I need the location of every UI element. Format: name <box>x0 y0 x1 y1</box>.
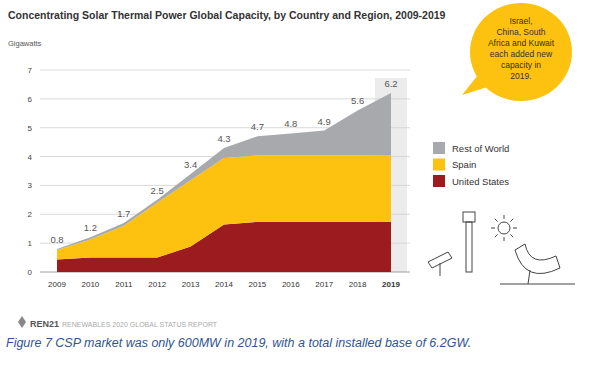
x-tick-label: 2015 <box>249 280 267 289</box>
chart-title: Concentrating Solar Thermal Power Global… <box>8 9 446 21</box>
total-label: 5.6 <box>351 95 364 106</box>
x-tick-label: 2011 <box>115 280 133 289</box>
grid <box>40 70 410 272</box>
source-logo-mark <box>18 316 26 328</box>
total-label: 1.7 <box>117 208 130 219</box>
icon-heliostat-post <box>440 263 441 276</box>
icon-ray <box>504 237 505 241</box>
icon-trough <box>515 244 560 274</box>
legend-label: Rest of World <box>452 143 509 154</box>
callout-text: capacity in <box>501 60 541 70</box>
y-tick-label: 2 <box>28 210 33 219</box>
areas <box>57 93 391 272</box>
x-tick-label: 2010 <box>82 280 100 289</box>
source-report: RENEWABLES 2020 GLOBAL STATUS REPORT <box>62 321 218 328</box>
callout-text: Israel, <box>509 16 532 26</box>
logo-shape <box>18 316 26 328</box>
total-label: 4.3 <box>217 133 230 144</box>
y-tick-label: 4 <box>28 153 33 162</box>
x-tick-label: 2016 <box>282 280 300 289</box>
icon-ray <box>504 215 505 219</box>
x-tick-label: 2019 <box>382 280 400 289</box>
legend-label: United States <box>452 176 509 187</box>
icon-sun <box>498 222 510 234</box>
icon-ray <box>510 219 513 222</box>
total-label: 3.4 <box>184 159 197 170</box>
icon-tower <box>466 222 472 272</box>
x-tick-label: 2013 <box>182 280 200 289</box>
x-tick-label: 2014 <box>215 280 233 289</box>
callout-text: each added new <box>490 49 553 59</box>
total-label: 2.5 <box>151 185 164 196</box>
legend-swatch <box>433 142 445 154</box>
x-tick-label: 2018 <box>349 280 367 289</box>
grid-line <box>40 70 410 71</box>
total-label: 4.9 <box>318 116 331 127</box>
total-label: 4.7 <box>251 121 264 132</box>
legend-swatch <box>433 175 445 187</box>
callout-text: China, South <box>496 27 545 37</box>
icon-ground <box>500 284 575 285</box>
y-tick-label: 7 <box>28 66 33 75</box>
source-logo: REN21 <box>30 319 59 329</box>
x-tick-label: 2012 <box>148 280 166 289</box>
y-tick-label: 5 <box>28 124 33 133</box>
caption: Figure 7 CSP market was only 600MW in 20… <box>6 336 471 350</box>
x-tick-label: 2017 <box>315 280 333 289</box>
y-tick-label: 0 <box>28 268 33 277</box>
icon-ray <box>513 228 517 229</box>
x-tick-label: 2009 <box>48 280 66 289</box>
icon-ray <box>495 219 498 222</box>
total-label: 1.2 <box>84 222 97 233</box>
y-tick-label: 3 <box>28 181 33 190</box>
callout-text: Africa and Kuwait <box>488 38 555 48</box>
icon-ray <box>495 234 498 237</box>
area-rest-of-world <box>57 93 391 250</box>
legend-label: Spain <box>452 159 476 170</box>
total-label: 4.8 <box>284 118 297 129</box>
total-label: 0.8 <box>50 234 63 245</box>
legend-swatch <box>433 159 445 171</box>
total-label: 6.2 <box>384 78 397 89</box>
area-spain <box>57 155 391 259</box>
icon-trough-post <box>528 270 530 284</box>
icon-tower-top <box>463 212 475 222</box>
y-tick-label: 1 <box>28 239 33 248</box>
callout-text: 2019. <box>510 71 531 81</box>
icon-ray <box>491 228 495 229</box>
callout-bubble <box>470 3 572 101</box>
y-tick-label: 6 <box>28 95 33 104</box>
solar-icon <box>428 212 575 284</box>
icon-ray <box>510 234 513 237</box>
y-axis-label: Gigawatts <box>8 39 42 48</box>
